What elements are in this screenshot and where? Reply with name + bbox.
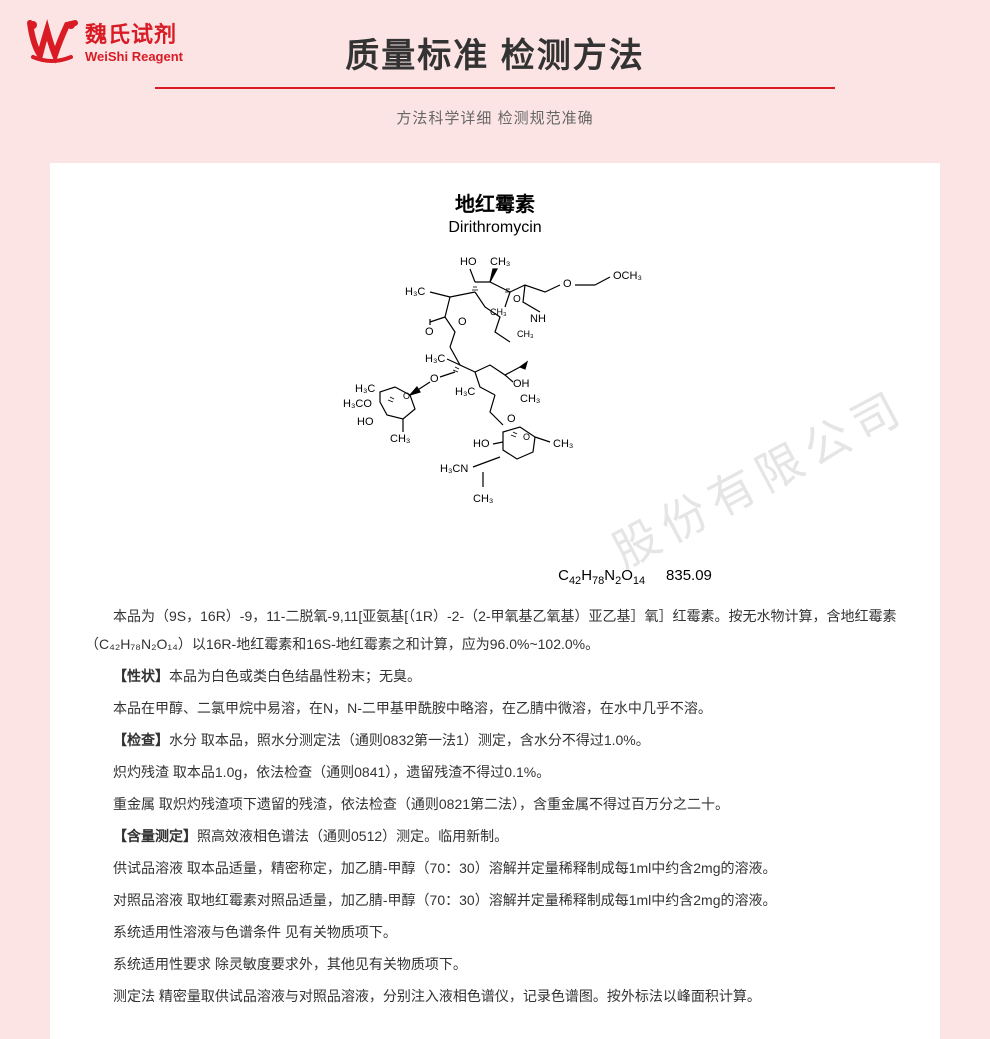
compound-name-en: Dirithromycin: [85, 219, 905, 237]
svg-text:NH: NH: [530, 313, 546, 325]
structure-svg: HO CH₃ O OCH₃ NH O H₃C: [295, 247, 695, 557]
check-residue: 炽灼残渣 取本品1.0g，依法检查（通则0841），遗留残渣不得过0.1%。: [85, 758, 905, 786]
formula-c: C: [558, 567, 569, 584]
svg-text:O: O: [403, 391, 410, 401]
assay-label: 【含量测定】: [113, 828, 197, 844]
text-content: 本品为（9S，16R）-9，11-二脱氧-9,11[亚氨基[（1R）-2-（2-…: [85, 602, 905, 1010]
ref-solution: 对照品溶液 取地红霉素对照品适量，加乙腈-甲醇（70：30）溶解并定量稀释制成每…: [85, 886, 905, 914]
assay-method: 照高效液相色谱法（通则0512）测定。临用新制。: [197, 828, 508, 844]
svg-text:O: O: [523, 432, 530, 442]
logo-icon: [25, 15, 80, 65]
svg-text:OCH₃: OCH₃: [613, 270, 642, 282]
check-moisture: 水分 取本品，照水分测定法（通则0832第一法1）测定，含水分不得过1.0%。: [169, 732, 650, 748]
svg-text:CH₃: CH₃: [490, 256, 510, 268]
svg-text:HO: HO: [473, 438, 490, 450]
chemical-structure: HO CH₃ O OCH₃ NH O H₃C: [85, 247, 905, 557]
logo-text: 魏氏试剂 WeiShi Reagent: [85, 17, 183, 64]
svg-text:O: O: [425, 326, 434, 338]
properties-label: 【性状】: [113, 668, 169, 684]
check-line: 【检查】水分 取本品，照水分测定法（通则0832第一法1）测定，含水分不得过1.…: [85, 726, 905, 754]
logo-cn: 魏氏试剂: [85, 17, 183, 49]
system-solution: 系统适用性溶液与色谱条件 见有关物质项下。: [85, 918, 905, 946]
svg-text:CH₃: CH₃: [390, 433, 410, 445]
svg-text:H₃C: H₃C: [455, 386, 475, 398]
intro-text: 本品为（9S，16R）-9，11-二脱氧-9,11[亚氨基[（1R）-2-（2-…: [85, 602, 905, 658]
svg-text:H₃C: H₃C: [355, 383, 375, 395]
formula-h: H: [581, 567, 592, 584]
svg-text:H₃C: H₃C: [405, 286, 425, 298]
svg-text:H₃CN: H₃CN: [440, 463, 468, 475]
properties-text: 本品为白色或类白色结晶性粉末；无臭。: [169, 668, 421, 684]
header: 魏氏试剂 WeiShi Reagent 质量标准 检测方法 方法科学详细 检测规…: [0, 0, 990, 138]
svg-text:HO: HO: [357, 416, 374, 428]
svg-text:CH₃: CH₃: [473, 493, 493, 505]
svg-text:CH₃: CH₃: [520, 393, 540, 405]
logo-en: WeiShi Reagent: [85, 49, 183, 64]
svg-text:CH₃: CH₃: [490, 307, 507, 317]
assay-line: 【含量测定】照高效液相色谱法（通则0512）测定。临用新制。: [85, 822, 905, 850]
test-solution: 供试品溶液 取本品适量，精密称定，加乙腈-甲醇（70：30）溶解并定量稀释制成每…: [85, 854, 905, 882]
svg-text:H₃C: H₃C: [425, 353, 445, 365]
svg-text:O: O: [458, 316, 467, 328]
solubility-text: 本品在甲醇、二氯甲烷中易溶，在N，N-二甲基甲酰胺中略溶，在乙腈中微溶，在水中几…: [85, 694, 905, 722]
formula-o: O: [621, 567, 633, 584]
formula-line: C42H78N2O14 835.09: [85, 567, 905, 587]
svg-text:CH₃: CH₃: [553, 438, 573, 450]
check-label: 【检查】: [113, 732, 169, 748]
svg-text:O: O: [430, 373, 439, 385]
svg-text:O: O: [563, 278, 572, 290]
content-box: 股份有限公司 地红霉素 Dirithromycin HO CH₃ O OCH₃: [50, 163, 940, 1039]
molecular-weight: 835.09: [666, 567, 712, 584]
subtitle: 方法科学详细 检测规范准确: [0, 107, 990, 128]
svg-text:O: O: [513, 294, 521, 305]
formula-n: N: [604, 567, 615, 584]
svg-text:O: O: [507, 413, 516, 425]
check-heavy-metal: 重金属 取炽灼残渣项下遗留的残渣，依法检查（通则0821第二法），含重金属不得过…: [85, 790, 905, 818]
svg-text:H₃CO: H₃CO: [343, 398, 372, 410]
title-underline: [155, 87, 835, 89]
compound-name-cn: 地红霉素: [85, 188, 905, 217]
svg-text:OH: OH: [513, 378, 530, 390]
compound-title: 地红霉素 Dirithromycin: [85, 188, 905, 237]
formula-o-sub: 14: [633, 575, 645, 587]
formula-h-sub: 78: [592, 575, 604, 587]
properties-line: 【性状】本品为白色或类白色结晶性粉末；无臭。: [85, 662, 905, 690]
svg-text:HO: HO: [460, 256, 477, 268]
logo: 魏氏试剂 WeiShi Reagent: [25, 15, 183, 65]
formula-c-sub: 42: [569, 575, 581, 587]
system-req: 系统适用性要求 除灵敏度要求外，其他见有关物质项下。: [85, 950, 905, 978]
test-method: 测定法 精密量取供试品溶液与对照品溶液，分别注入液相色谱仪，记录色谱图。按外标法…: [85, 982, 905, 1010]
svg-text:CH₃: CH₃: [517, 329, 534, 339]
